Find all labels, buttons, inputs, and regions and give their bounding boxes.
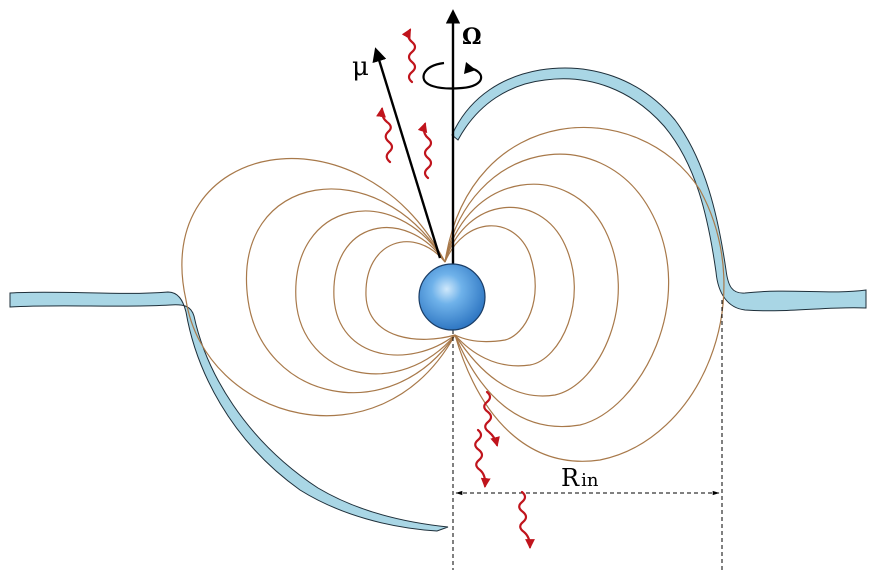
emission-icon [519,492,530,547]
neutron-star [419,264,485,330]
inner-radius-subscript: in [581,470,599,491]
emission-icon [424,124,431,178]
inner-radius-symbol: R [561,464,580,492]
magnetic-moment-axis [376,50,440,258]
emission-arrows-lower [475,392,530,547]
emission-icon [475,430,485,486]
accretion-disk-right [452,68,866,311]
emission-icon [408,30,415,82]
magnetic-moment-label: μ [352,52,369,82]
emission-icon [484,392,497,445]
field-lines-left [182,158,455,415]
spin-axis-label: Ω [462,24,482,50]
emission-icon [382,109,392,162]
emission-arrows-upper [382,30,431,178]
